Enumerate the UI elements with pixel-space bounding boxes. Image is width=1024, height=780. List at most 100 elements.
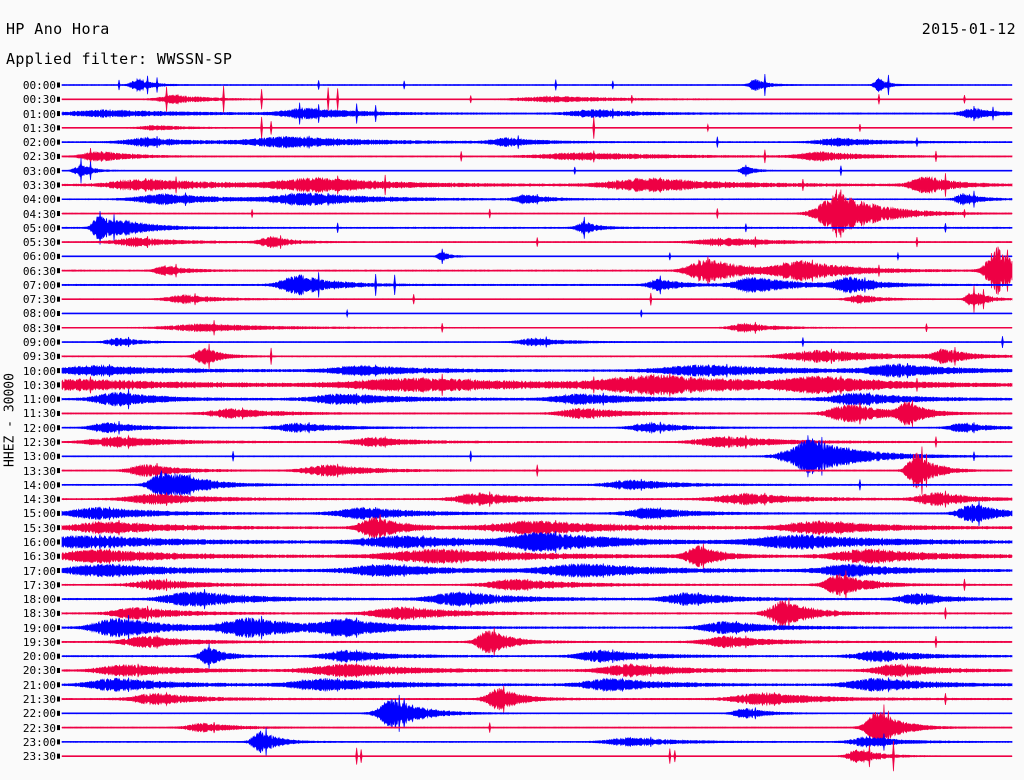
axis-tick <box>57 625 60 631</box>
time-label: 11:00 <box>22 393 56 407</box>
axis-tick <box>57 482 60 488</box>
axis-tick <box>57 568 60 574</box>
time-label: 02:00 <box>22 136 56 150</box>
time-label: 09:30 <box>22 350 56 364</box>
time-label: 13:00 <box>22 450 56 464</box>
date-label: 2015-01-12 <box>921 20 1016 38</box>
time-label: 03:00 <box>22 164 56 178</box>
time-label: 19:00 <box>22 621 56 635</box>
axis-tick <box>57 339 60 345</box>
time-label: 18:30 <box>22 607 56 621</box>
time-label: 15:00 <box>22 507 56 521</box>
axis-tick <box>57 225 60 231</box>
axis-tick <box>57 382 60 388</box>
axis-tick <box>57 525 60 531</box>
axis-tick <box>57 439 60 445</box>
time-label: 10:00 <box>22 364 56 378</box>
time-label: 03:30 <box>22 178 56 192</box>
axis-tick <box>57 168 60 174</box>
time-label: 21:30 <box>22 693 56 707</box>
axis-tick <box>57 667 60 673</box>
time-label: 22:30 <box>22 721 56 735</box>
time-label: 20:30 <box>22 664 56 678</box>
time-label: 22:00 <box>22 707 56 721</box>
time-label: 20:00 <box>22 650 56 664</box>
time-label: 21:00 <box>22 678 56 692</box>
time-label: 10:30 <box>22 378 56 392</box>
time-label: 17:00 <box>22 564 56 578</box>
axis-tick <box>57 582 60 588</box>
axis-tick <box>57 396 60 402</box>
time-label: 00:30 <box>22 93 56 107</box>
axis-tick <box>57 410 60 416</box>
axis-tick <box>57 310 60 316</box>
time-label: 01:00 <box>22 107 56 121</box>
time-label: 04:30 <box>22 207 56 221</box>
time-label: 12:30 <box>22 436 56 449</box>
axis-tick <box>57 753 60 759</box>
time-label: 23:30 <box>22 750 56 764</box>
axis-tick <box>57 125 60 131</box>
axis-tick <box>57 353 60 359</box>
page-title: HP Ano Hora <box>6 20 110 38</box>
time-label: 19:30 <box>22 635 56 649</box>
time-label: 07:30 <box>22 293 56 307</box>
time-label: 16:00 <box>22 535 56 549</box>
axis-tick <box>57 596 60 602</box>
time-label: 13:30 <box>22 464 56 478</box>
axis-tick <box>57 710 60 716</box>
time-label: 18:00 <box>22 593 56 607</box>
axis-tick <box>57 639 60 645</box>
time-label: 00:00 <box>22 79 56 92</box>
time-label: 15:30 <box>22 521 56 535</box>
time-label: 14:00 <box>22 478 56 492</box>
time-label: 01:30 <box>22 121 56 135</box>
time-label: 16:30 <box>22 550 56 564</box>
time-label: 07:00 <box>22 278 56 292</box>
time-label: 05:00 <box>22 221 56 235</box>
axis-tick <box>57 96 60 102</box>
axis-tick <box>57 296 60 302</box>
axis-tick <box>57 468 60 474</box>
axis-tick <box>57 268 60 274</box>
axis-tick <box>57 368 60 374</box>
time-label: 04:00 <box>22 193 56 207</box>
axis-tick <box>57 739 60 745</box>
time-label: 02:30 <box>22 150 56 164</box>
time-label: 09:00 <box>22 336 56 350</box>
axis-tick <box>57 725 60 731</box>
axis-tick <box>57 496 60 502</box>
axis-tick <box>57 682 60 688</box>
time-label: 12:00 <box>22 421 56 435</box>
axis-tick <box>57 325 60 331</box>
time-label: 05:30 <box>22 236 56 250</box>
axis-tick <box>57 196 60 202</box>
time-label: 23:00 <box>22 735 56 749</box>
axis-tick <box>57 211 60 217</box>
axis-tick <box>57 182 60 188</box>
time-label: 11:30 <box>22 407 56 421</box>
time-label: 08:30 <box>22 321 56 335</box>
time-label: 06:00 <box>22 250 56 264</box>
axis-tick <box>57 510 60 516</box>
time-label: 08:00 <box>22 307 56 321</box>
axis-tick <box>57 553 60 559</box>
axis-tick <box>57 453 60 459</box>
axis-tick <box>57 539 60 545</box>
axis-tick <box>57 696 60 702</box>
axis-tick <box>57 153 60 159</box>
axis-tick <box>57 610 60 616</box>
filter-label: Applied filter: WWSSN-SP <box>6 50 233 68</box>
axis-tick <box>57 653 60 659</box>
axis-tick <box>57 282 60 288</box>
axis-tick <box>57 82 60 88</box>
axis-tick <box>57 253 60 259</box>
axis-tick <box>57 111 60 117</box>
axis-tick <box>57 425 60 431</box>
time-label: 14:30 <box>22 493 56 507</box>
time-label: 06:30 <box>22 264 56 278</box>
axis-tick <box>57 139 60 145</box>
